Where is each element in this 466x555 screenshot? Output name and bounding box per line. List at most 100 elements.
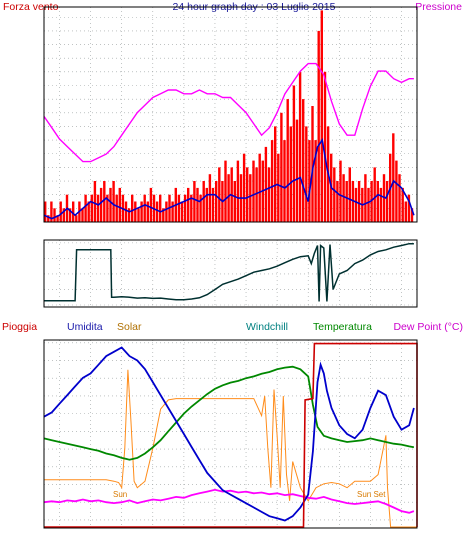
- wind-speed-bar: [165, 201, 168, 222]
- wind-speed-bar: [137, 208, 140, 222]
- wind-speed-bar: [345, 181, 348, 222]
- wind-speed-bar: [267, 167, 271, 222]
- wind-speed-bar: [159, 194, 162, 222]
- sunset-annotation: Sun Set: [357, 490, 386, 499]
- wind-speed-bar: [211, 187, 215, 222]
- wind-speed-bar: [348, 167, 351, 222]
- wind-speed-bar: [68, 208, 72, 222]
- dewpoint-line: [43, 488, 415, 514]
- wind-speed-bar: [87, 201, 90, 222]
- legend-windchill: Windchill: [246, 321, 288, 333]
- wind-speed-bar: [258, 153, 261, 222]
- wind-speed-bar: [233, 181, 236, 222]
- wind-speed-bar: [364, 174, 367, 222]
- wind-speed-bar: [401, 187, 404, 222]
- wind-speed-bar: [298, 71, 302, 222]
- wind-speed-bar: [367, 187, 370, 222]
- wind-speed-bar: [202, 181, 205, 222]
- wind-direction-line: [44, 242, 414, 302]
- pressure-axis-title: Pressione: [415, 1, 462, 13]
- wind-speed-bar: [115, 194, 118, 222]
- gust-line: [43, 138, 415, 220]
- wind-speed-bar: [146, 201, 149, 222]
- wind-speed-bar: [183, 194, 187, 222]
- wind-speed-bar: [385, 181, 389, 222]
- wind-speed-bar: [270, 140, 274, 222]
- wind-speed-bar: [56, 215, 59, 222]
- wind-speed-bar: [339, 160, 342, 222]
- p3-lines: [43, 342, 418, 528]
- wind-speed-bar: [274, 126, 277, 222]
- wind-speed-bar: [289, 126, 292, 222]
- humidity-line: [43, 346, 415, 522]
- wind-speed-bar: [62, 208, 65, 222]
- wind-speed-bar: [162, 208, 165, 222]
- wind-speed-bar: [187, 187, 190, 222]
- wind-speed-bar: [127, 208, 131, 222]
- wind-speed-bar: [112, 181, 115, 222]
- wind-speed-bar: [109, 187, 112, 222]
- solar-line: [44, 369, 417, 528]
- legend-dewpoint: Dew Point (°C): [393, 321, 463, 333]
- p3-frame: [43, 339, 418, 529]
- wind-speed-bar: [264, 146, 268, 222]
- wind-speed-bar: [103, 181, 106, 222]
- wind-speed-bar: [317, 30, 320, 223]
- wind-speed-bar: [379, 187, 383, 222]
- wind-speed-bar: [249, 174, 252, 222]
- wind-speed-bar: [44, 201, 47, 222]
- wind-speed-bar: [50, 201, 53, 222]
- wind-speed-bar: [143, 194, 146, 222]
- wind-speed-bar: [305, 126, 308, 222]
- wind-speed-bar: [252, 160, 255, 222]
- wind-speed-bar: [342, 174, 345, 222]
- wind-speed-bar: [286, 99, 289, 222]
- wind-speed-bar: [118, 187, 121, 222]
- wind-speed-bar: [180, 201, 184, 222]
- wind-speed-bar: [53, 208, 56, 222]
- wind-speed-bar: [106, 194, 109, 222]
- wind-speed-bar: [224, 160, 227, 222]
- wind-speed-bar: [81, 208, 84, 222]
- wind-speed-bar: [47, 215, 50, 222]
- wind-speed-bar: [196, 187, 199, 222]
- wind-speed-bar: [392, 133, 395, 222]
- wind-speed-bar: [155, 201, 159, 222]
- wind-speed-bar: [354, 187, 358, 222]
- wind-speed-bar: [208, 174, 212, 222]
- wind-speed-bar: [323, 71, 327, 222]
- wind-speed-bar: [99, 187, 103, 222]
- wind-speed-bar: [96, 194, 100, 222]
- wind-speed-bar: [246, 167, 249, 222]
- legend-humidity: Umidita: [67, 321, 103, 333]
- wind-speed-bar: [190, 194, 193, 222]
- wind-speed-bar: [295, 119, 299, 222]
- wind-speed-bar: [242, 153, 246, 222]
- wind-speed-bar: [134, 201, 137, 222]
- p3-grid: [44, 340, 417, 528]
- wind-speed-bar: [357, 181, 361, 222]
- pressure-line: [43, 62, 414, 163]
- wind-speed-bar: [205, 187, 208, 222]
- wind-speed-bar: [215, 181, 218, 222]
- wind-speed-bar: [193, 181, 196, 222]
- wind-speed-bar: [302, 99, 305, 222]
- p2-lines: [44, 242, 414, 302]
- wind-speed-bar: [336, 181, 339, 222]
- wind-speed-bar: [177, 194, 181, 222]
- wind-speed-bar: [255, 167, 258, 222]
- wind-speed-bar: [90, 194, 93, 222]
- wind-speed-bar: [376, 181, 379, 222]
- p1-wind-bars: [44, 10, 414, 223]
- wind-speed-bar: [280, 112, 283, 222]
- wind-speed-bar: [292, 85, 296, 222]
- wind-speed-bar: [407, 194, 411, 222]
- wind-speed-bar: [171, 201, 174, 222]
- wind-speed-bar: [373, 167, 376, 222]
- wind-speed-bar: [236, 160, 240, 222]
- wind-speed-bar: [333, 167, 336, 222]
- wind-speed-bar: [124, 201, 128, 222]
- wind-speed-bar: [131, 194, 134, 222]
- temperature-line: [43, 365, 415, 461]
